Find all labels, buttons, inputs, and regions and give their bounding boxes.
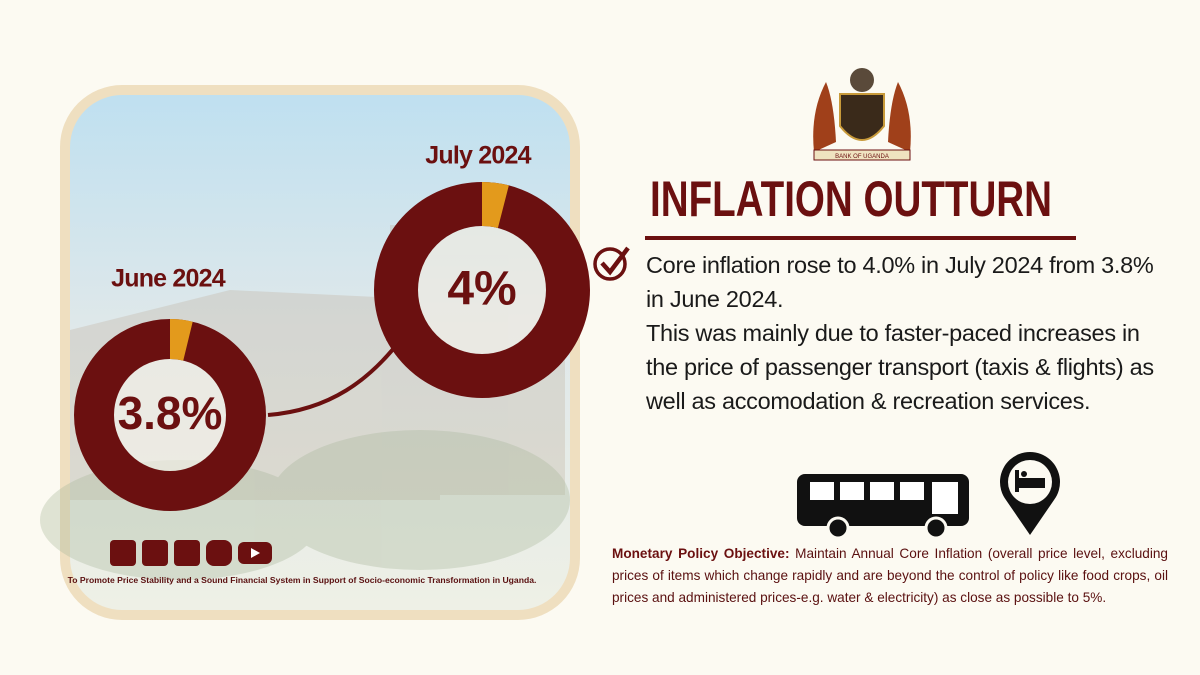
gauge-arc bbox=[481, 182, 509, 229]
play-glyph bbox=[251, 548, 260, 558]
body-paragraph: This was mainly due to faster-paced incr… bbox=[646, 320, 1154, 414]
gauge-value-label: 3.8% bbox=[118, 387, 223, 439]
facebook-icon[interactable] bbox=[110, 540, 136, 566]
objective-text: Maintain Annual Core Inflation (overall … bbox=[612, 546, 1168, 605]
title: INFLATION OUTTURN bbox=[650, 171, 1052, 227]
objective: Monetary Policy Objective: Maintain Annu… bbox=[612, 543, 1168, 609]
arrow bbox=[267, 336, 404, 417]
logo bbox=[813, 68, 911, 161]
logo-caption: BANK OF UGANDA bbox=[835, 154, 889, 160]
body-text: Core inflation rose to 4.0% in July 2024… bbox=[646, 248, 1166, 418]
gauge-inner bbox=[418, 226, 546, 354]
social-icons bbox=[110, 540, 272, 566]
accommodation-pin-icon bbox=[1000, 452, 1060, 535]
check-mark bbox=[600, 246, 630, 276]
gauge-value-label: 4% bbox=[447, 263, 516, 316]
bus-icon bbox=[797, 474, 969, 540]
gauge-label: June 2024 bbox=[111, 265, 226, 293]
footer: To Promote Price Stability and a Sound F… bbox=[68, 575, 537, 585]
gauges: June 2024 3.8% July 2024 4% bbox=[74, 142, 590, 511]
linkedin-icon[interactable] bbox=[174, 540, 200, 566]
check-circle bbox=[593, 247, 627, 281]
gauge-inner bbox=[114, 359, 226, 471]
x-icon[interactable] bbox=[142, 540, 168, 566]
gauge-label: July 2024 bbox=[425, 142, 531, 170]
body-paragraph: Core inflation rose to 4.0% in July 2024… bbox=[646, 252, 1154, 312]
objective-label: Monetary Policy Objective: bbox=[612, 546, 790, 561]
gauge-arc bbox=[169, 319, 193, 361]
instagram-icon[interactable] bbox=[206, 540, 232, 566]
